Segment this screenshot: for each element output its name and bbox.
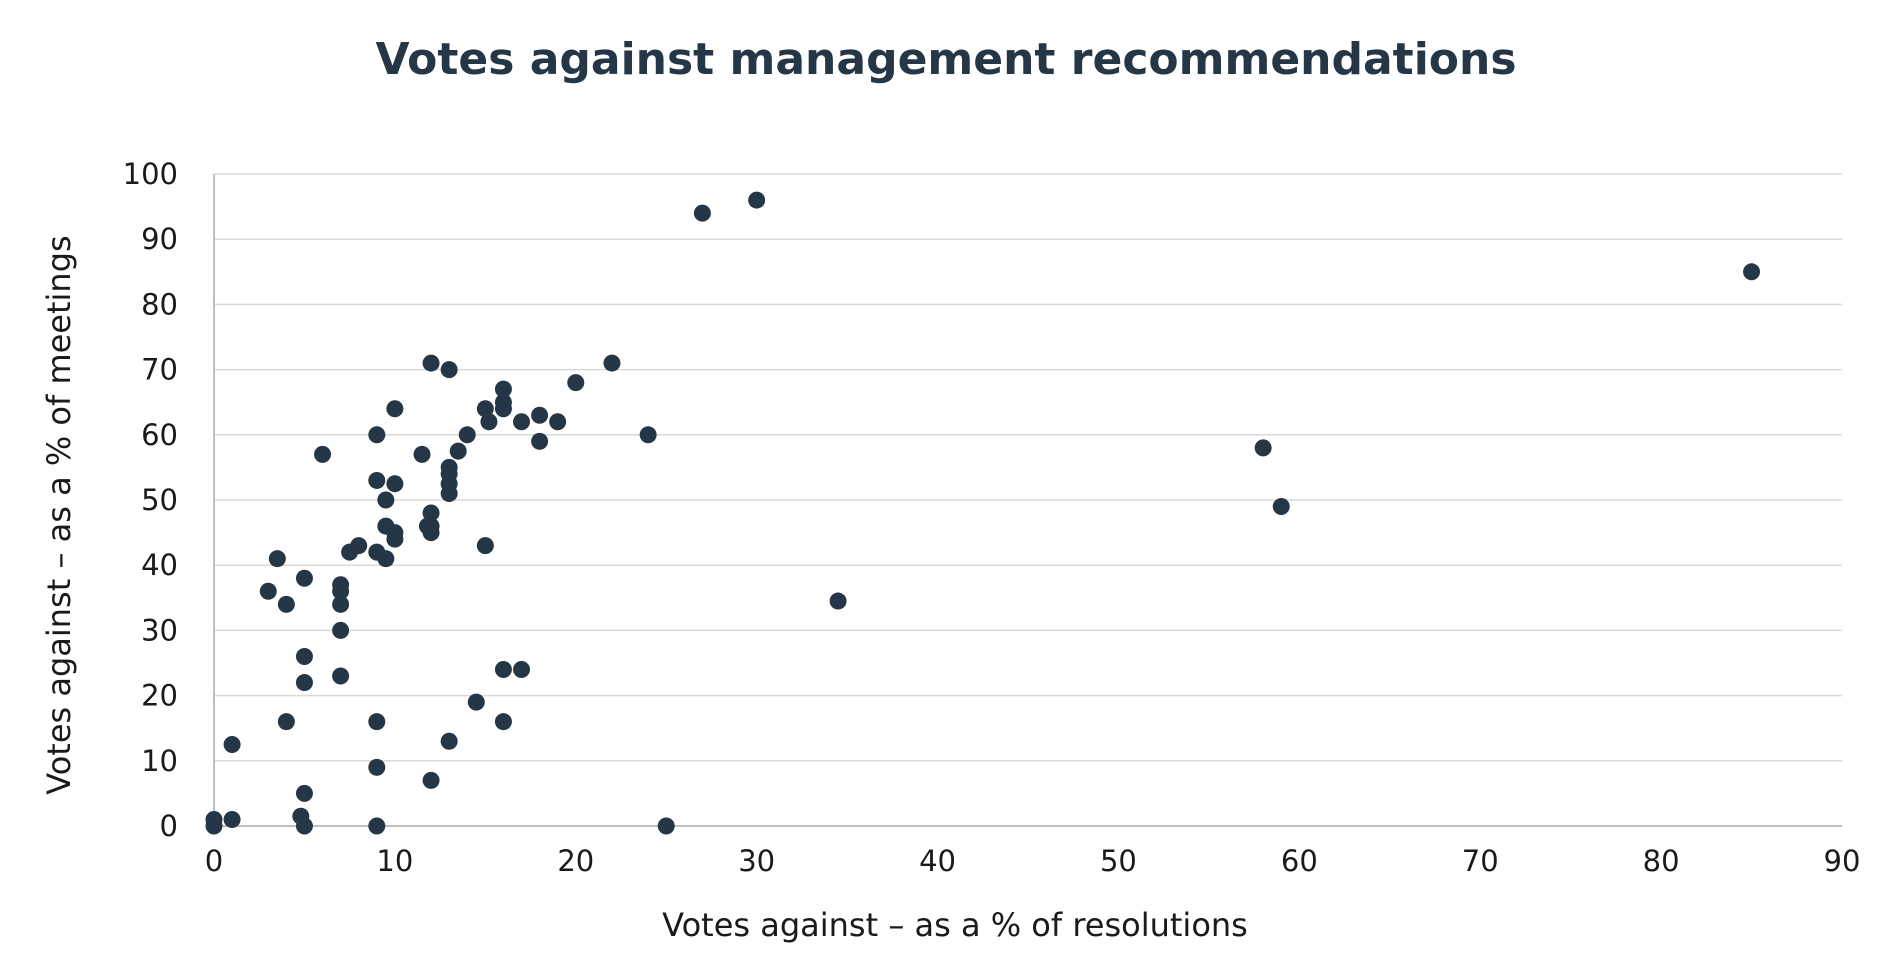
scatter-point bbox=[480, 413, 498, 431]
scatter-point bbox=[277, 595, 295, 613]
y-tick-label: 20 bbox=[141, 679, 178, 713]
y-tick-label: 50 bbox=[141, 483, 178, 517]
x-tick-label: 30 bbox=[738, 844, 775, 878]
scatter-point bbox=[693, 204, 711, 222]
x-tick-labels: 0 10 20 30 40 50 60 70 80 90 bbox=[205, 844, 1861, 878]
scatter-point bbox=[657, 817, 675, 835]
scatter-point bbox=[603, 354, 621, 372]
y-tick-label: 0 bbox=[160, 809, 178, 843]
x-tick-label: 70 bbox=[1462, 844, 1499, 878]
scatter-point bbox=[332, 595, 350, 613]
y-tick-label: 60 bbox=[141, 418, 178, 452]
y-tick-label: 100 bbox=[123, 157, 178, 191]
scatter-point bbox=[223, 810, 241, 828]
scatter-point bbox=[748, 191, 766, 209]
scatter-point bbox=[368, 758, 386, 776]
x-tick-label: 40 bbox=[919, 844, 956, 878]
y-tick-label: 10 bbox=[141, 744, 178, 778]
scatter-point bbox=[295, 569, 313, 587]
scatter-point bbox=[531, 432, 549, 450]
scatter-point bbox=[476, 537, 494, 555]
scatter-point bbox=[295, 817, 313, 835]
scatter-point bbox=[386, 524, 404, 542]
scatter-point bbox=[295, 784, 313, 802]
y-axis-label: Votes against – as a % of meetings bbox=[40, 235, 78, 794]
gridlines bbox=[214, 173, 1842, 762]
scatter-point bbox=[440, 458, 458, 476]
x-tick-label: 80 bbox=[1643, 844, 1680, 878]
scatter-point bbox=[531, 406, 549, 424]
scatter-point bbox=[549, 413, 567, 431]
scatter-point bbox=[494, 713, 512, 731]
scatter-point bbox=[377, 491, 395, 509]
scatter-point bbox=[413, 445, 431, 463]
scatter-point bbox=[449, 442, 467, 460]
y-tick-label: 30 bbox=[141, 613, 178, 647]
x-axis-label: Votes against – as a % of resolutions bbox=[662, 906, 1248, 944]
scatter-point bbox=[513, 661, 531, 679]
scatter-point bbox=[377, 550, 395, 568]
scatter-point bbox=[422, 517, 440, 535]
scatter-point bbox=[332, 667, 350, 685]
scatter-point bbox=[422, 504, 440, 522]
scatter-point bbox=[368, 471, 386, 489]
scatter-point bbox=[205, 810, 223, 828]
scatter-point bbox=[386, 475, 404, 493]
scatter-point bbox=[332, 621, 350, 639]
x-tick-label: 10 bbox=[376, 844, 413, 878]
scatter-point bbox=[639, 426, 657, 444]
axes bbox=[213, 174, 1842, 827]
scatter-point bbox=[368, 426, 386, 444]
y-tick-labels: 0 10 20 30 40 50 60 70 80 90 100 bbox=[123, 157, 178, 843]
scatter-point bbox=[567, 374, 585, 392]
scatter-point bbox=[386, 400, 404, 418]
scatter-point bbox=[476, 400, 494, 418]
scatter-point bbox=[1743, 263, 1761, 281]
scatter-point bbox=[422, 354, 440, 372]
y-tick-label: 80 bbox=[141, 287, 178, 321]
scatter-point bbox=[467, 693, 485, 711]
scatter-point bbox=[494, 380, 512, 398]
scatter-point bbox=[259, 582, 277, 600]
scatter-point bbox=[314, 445, 332, 463]
scatter-point bbox=[350, 537, 368, 555]
scatter-point bbox=[277, 713, 295, 731]
x-tick-label: 20 bbox=[557, 844, 594, 878]
x-tick-label: 0 bbox=[205, 844, 223, 878]
scatter-point bbox=[368, 713, 386, 731]
y-tick-label: 70 bbox=[141, 353, 178, 387]
y-tick-label: 90 bbox=[141, 222, 178, 256]
scatter-point bbox=[268, 550, 286, 568]
x-tick-label: 50 bbox=[1100, 844, 1137, 878]
scatter-point bbox=[458, 426, 476, 444]
scatter-point bbox=[440, 732, 458, 750]
scatter-point bbox=[829, 592, 847, 610]
scatter-point bbox=[295, 647, 313, 665]
x-tick-label: 90 bbox=[1824, 844, 1861, 878]
y-tick-label: 40 bbox=[141, 548, 178, 582]
chart-title: Votes against management recommendations bbox=[375, 34, 1516, 85]
scatter-point bbox=[223, 736, 241, 753]
scatter-point bbox=[513, 413, 531, 431]
scatter-point bbox=[440, 361, 458, 379]
scatter-point bbox=[1272, 498, 1290, 516]
data-points bbox=[205, 191, 1761, 835]
scatter-point bbox=[295, 674, 313, 692]
scatter-point bbox=[494, 393, 512, 411]
x-tick-label: 60 bbox=[1281, 844, 1318, 878]
scatter-point bbox=[368, 817, 386, 835]
scatter-point bbox=[332, 576, 350, 594]
scatter-point bbox=[1254, 439, 1272, 457]
scatter-point bbox=[422, 771, 440, 789]
scatter-point bbox=[494, 661, 512, 679]
